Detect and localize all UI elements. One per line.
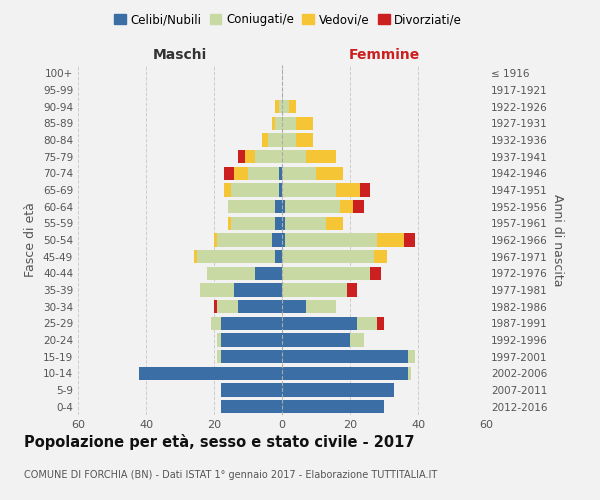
- Bar: [231, 216, 275, 230]
- Bar: [289, 100, 296, 114]
- Y-axis label: Fasce di età: Fasce di età: [25, 202, 37, 278]
- Bar: [217, 300, 238, 314]
- Bar: [370, 266, 380, 280]
- Bar: [207, 266, 255, 280]
- Legend: Celibi/Nubili, Coniugati/e, Vedovi/e, Divorziati/e: Celibi/Nubili, Coniugati/e, Vedovi/e, Di…: [109, 8, 467, 31]
- Bar: [377, 316, 384, 330]
- Bar: [217, 350, 221, 364]
- Bar: [282, 266, 370, 280]
- Bar: [262, 134, 268, 146]
- Bar: [217, 234, 272, 246]
- Bar: [316, 166, 343, 180]
- Y-axis label: Anni di nascita: Anni di nascita: [551, 194, 564, 286]
- Bar: [200, 284, 235, 296]
- Bar: [224, 184, 231, 196]
- Bar: [306, 150, 337, 164]
- Bar: [377, 234, 404, 246]
- Bar: [221, 350, 282, 364]
- Bar: [282, 150, 306, 164]
- Bar: [268, 134, 282, 146]
- Bar: [221, 316, 282, 330]
- Bar: [350, 334, 364, 346]
- Bar: [275, 200, 282, 213]
- Bar: [282, 334, 350, 346]
- Bar: [238, 300, 282, 314]
- Bar: [272, 116, 275, 130]
- Bar: [214, 300, 217, 314]
- Text: Popolazione per età, sesso e stato civile - 2017: Popolazione per età, sesso e stato civil…: [24, 434, 415, 450]
- Bar: [221, 384, 282, 396]
- Bar: [296, 134, 313, 146]
- Bar: [282, 316, 357, 330]
- Bar: [282, 234, 286, 246]
- Bar: [282, 116, 296, 130]
- Bar: [408, 366, 411, 380]
- Bar: [286, 216, 326, 230]
- Bar: [275, 216, 282, 230]
- Bar: [282, 216, 286, 230]
- Bar: [248, 166, 278, 180]
- Bar: [408, 350, 415, 364]
- Bar: [337, 184, 360, 196]
- Bar: [357, 316, 377, 330]
- Bar: [404, 234, 415, 246]
- Bar: [255, 150, 282, 164]
- Bar: [340, 200, 353, 213]
- Bar: [282, 284, 347, 296]
- Bar: [296, 116, 313, 130]
- Bar: [275, 100, 278, 114]
- Bar: [272, 234, 282, 246]
- Bar: [282, 200, 286, 213]
- Bar: [286, 200, 340, 213]
- Bar: [214, 234, 217, 246]
- Text: COMUNE DI FORCHIA (BN) - Dati ISTAT 1° gennaio 2017 - Elaborazione TUTTITALIA.IT: COMUNE DI FORCHIA (BN) - Dati ISTAT 1° g…: [24, 470, 437, 480]
- Bar: [221, 400, 282, 413]
- Bar: [227, 200, 275, 213]
- Bar: [255, 266, 282, 280]
- Bar: [235, 284, 282, 296]
- Bar: [224, 166, 235, 180]
- Bar: [374, 250, 388, 264]
- Bar: [275, 116, 282, 130]
- Bar: [282, 350, 408, 364]
- Bar: [282, 300, 306, 314]
- Bar: [360, 184, 370, 196]
- Text: Femmine: Femmine: [349, 48, 419, 62]
- Text: Maschi: Maschi: [153, 48, 207, 62]
- Bar: [286, 234, 377, 246]
- Bar: [275, 250, 282, 264]
- Bar: [197, 250, 275, 264]
- Bar: [235, 166, 248, 180]
- Bar: [306, 300, 337, 314]
- Bar: [282, 184, 337, 196]
- Bar: [245, 150, 255, 164]
- Bar: [238, 150, 245, 164]
- Bar: [217, 334, 221, 346]
- Bar: [347, 284, 357, 296]
- Bar: [278, 166, 282, 180]
- Bar: [282, 100, 289, 114]
- Bar: [231, 184, 278, 196]
- Bar: [353, 200, 364, 213]
- Bar: [282, 166, 316, 180]
- Bar: [221, 334, 282, 346]
- Bar: [278, 100, 282, 114]
- Bar: [139, 366, 282, 380]
- Bar: [227, 216, 231, 230]
- Bar: [282, 384, 394, 396]
- Bar: [278, 184, 282, 196]
- Bar: [194, 250, 197, 264]
- Bar: [282, 134, 296, 146]
- Bar: [211, 316, 221, 330]
- Bar: [282, 366, 408, 380]
- Bar: [282, 250, 374, 264]
- Bar: [282, 400, 384, 413]
- Bar: [326, 216, 343, 230]
